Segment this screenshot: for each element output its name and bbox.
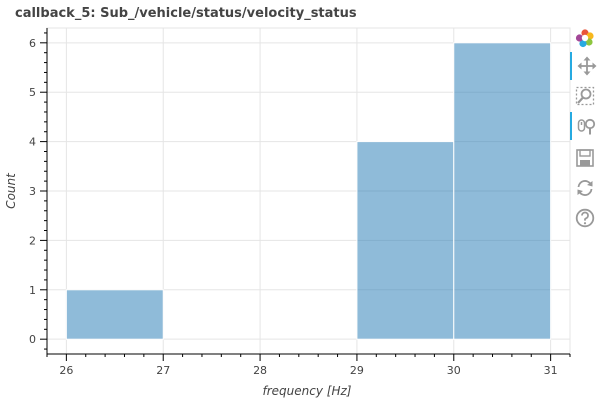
move-icon bbox=[577, 56, 597, 76]
box-zoom-icon bbox=[575, 86, 595, 106]
y-tick-label: 4 bbox=[29, 136, 36, 149]
box-zoom-tool-button[interactable] bbox=[570, 82, 600, 110]
x-axis-label: frequency [Hz] bbox=[263, 384, 352, 398]
y-tick-label: 3 bbox=[29, 185, 36, 198]
x-tick-label: 27 bbox=[156, 364, 170, 377]
histogram-bar bbox=[356, 141, 455, 340]
x-tick-label: 30 bbox=[447, 364, 461, 377]
x-tick-label: 28 bbox=[253, 364, 267, 377]
reset-tool-button[interactable] bbox=[570, 174, 600, 202]
pan-tool-button[interactable] bbox=[570, 52, 600, 80]
histogram-bar bbox=[453, 42, 552, 340]
y-tick-label: 1 bbox=[29, 284, 36, 297]
chart-toolbar bbox=[570, 24, 600, 244]
save-tool-button[interactable] bbox=[570, 144, 600, 172]
y-tick-label: 6 bbox=[29, 37, 36, 50]
x-tick-label: 31 bbox=[544, 364, 558, 377]
wheel-zoom-tool-button[interactable] bbox=[570, 112, 600, 140]
help-icon bbox=[575, 208, 595, 228]
histogram-bars bbox=[65, 42, 552, 340]
y-tick-label: 5 bbox=[29, 86, 36, 99]
wheel-zoom-icon bbox=[577, 118, 596, 135]
histogram-bar bbox=[65, 289, 164, 340]
bokeh-logo-icon[interactable] bbox=[570, 24, 600, 52]
x-tick-label: 26 bbox=[59, 364, 73, 377]
y-tick-label: 2 bbox=[29, 234, 36, 247]
axes: 26 27 28 29 30 31 0 1 2 3 4 5 6 bbox=[29, 28, 571, 377]
y-tick-label: 0 bbox=[29, 333, 36, 346]
reset-icon bbox=[577, 180, 593, 196]
y-axis-label: Count bbox=[4, 172, 18, 209]
chart-title: callback_5: Sub_/vehicle/status/velocity… bbox=[15, 6, 357, 21]
help-tool-button[interactable] bbox=[570, 204, 600, 232]
save-icon bbox=[576, 149, 594, 167]
x-tick-label: 29 bbox=[350, 364, 364, 377]
